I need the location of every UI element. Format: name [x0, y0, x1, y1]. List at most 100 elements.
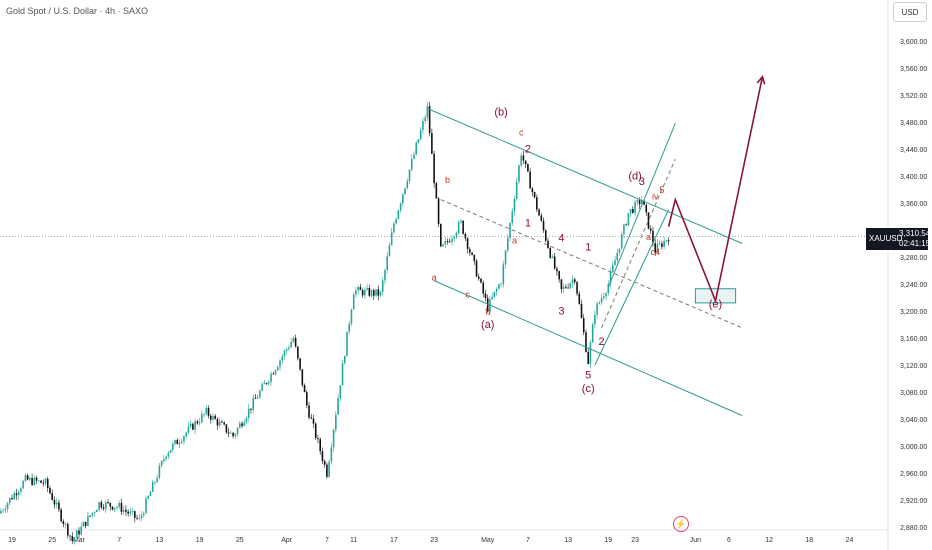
candle-body	[522, 155, 525, 161]
candle-body	[230, 432, 232, 434]
candle-body	[183, 436, 185, 442]
candle-body	[576, 281, 578, 294]
channel-line-middle[interactable]	[440, 199, 743, 329]
candle-body	[348, 323, 351, 332]
candle-body	[89, 515, 91, 517]
candle-body	[515, 181, 518, 199]
candle-body	[437, 198, 440, 224]
y-tick-label: 3,160.00	[900, 336, 927, 343]
candle-body	[549, 248, 552, 258]
candle-body	[560, 279, 563, 290]
candle-body	[440, 223, 442, 247]
candle-body	[102, 507, 105, 509]
candle-body	[596, 303, 598, 315]
currency-button[interactable]: USD	[893, 2, 927, 22]
candle-body	[205, 407, 208, 414]
candle-body	[131, 511, 134, 512]
candle-body	[638, 200, 641, 205]
candle-body	[314, 423, 317, 439]
channel-line-lower[interactable]	[433, 280, 743, 417]
candle-body	[339, 385, 342, 399]
x-tick-label: 13	[156, 537, 164, 544]
candle-body	[160, 460, 163, 466]
candle-body	[259, 390, 261, 398]
y-tick-label: 3,600.00	[900, 39, 927, 46]
candle-body	[471, 252, 473, 255]
candle-body	[192, 423, 194, 430]
candle-body	[482, 282, 485, 294]
candle-body	[40, 480, 42, 483]
candle-body	[42, 482, 45, 484]
wave-label: (b)	[494, 106, 507, 118]
wave-label: a	[512, 236, 517, 246]
candle-body	[58, 502, 60, 510]
candle-body	[203, 413, 205, 415]
candle-body	[330, 447, 333, 462]
candle-body	[111, 506, 114, 510]
candle-body	[419, 130, 422, 140]
candle-body	[569, 283, 572, 288]
candle-body	[319, 439, 321, 452]
channel-line-upper[interactable]	[427, 108, 743, 244]
candle-body	[390, 232, 393, 246]
x-tick-label: 19	[604, 537, 612, 544]
wave-label: 3	[639, 176, 645, 188]
x-tick-label: 25	[48, 537, 56, 544]
candle-body	[337, 398, 339, 415]
candle-body	[551, 256, 554, 258]
candle-body	[556, 268, 558, 272]
x-tick-label: 7	[117, 537, 121, 544]
candle-body	[346, 331, 348, 357]
candle-body	[491, 296, 493, 300]
candle-body	[475, 260, 478, 277]
y-tick-label: 3,280.00	[900, 255, 927, 262]
candle-body	[22, 480, 24, 489]
candle-body	[156, 477, 158, 482]
candle-body	[417, 139, 420, 143]
candle-body	[373, 290, 375, 296]
y-tick-label: 3,080.00	[900, 390, 927, 397]
candle-body	[493, 291, 496, 297]
candle-body	[350, 309, 353, 324]
candle-body	[8, 497, 11, 504]
candle-body	[343, 356, 346, 364]
candle-body	[335, 414, 337, 430]
channel-line-rising-lower[interactable]	[594, 209, 670, 366]
chart-title: Gold Spot / U.S. Dollar · 4h · SAXO	[6, 6, 149, 16]
candle-body	[625, 224, 627, 226]
candle-body	[98, 502, 100, 510]
candle-body	[236, 427, 239, 435]
candle-body	[379, 291, 382, 296]
candle-body	[480, 278, 482, 283]
candle-body	[105, 502, 107, 509]
candle-body	[513, 198, 516, 212]
channel-line-rising-upper[interactable]	[607, 123, 676, 288]
candle-body	[618, 248, 621, 253]
y-tick-label: 2,920.00	[900, 498, 927, 505]
lightning-bolt-icon[interactable]: ⚡	[673, 516, 689, 532]
y-tick-label: 2,960.00	[900, 471, 927, 478]
x-tick-label: 25	[236, 537, 244, 544]
x-tick-label: 18	[805, 537, 813, 544]
candle-body	[292, 338, 295, 342]
candle-body	[49, 487, 51, 494]
projection-path[interactable]	[667, 76, 764, 304]
wave-label: 1	[525, 218, 531, 230]
candle-body	[567, 287, 569, 289]
candle-body	[151, 482, 154, 492]
candle-body	[388, 245, 391, 257]
candle-body	[415, 142, 418, 155]
channel-line-rising-mid[interactable]	[601, 158, 676, 329]
candle-body	[216, 419, 219, 426]
candle-body	[163, 459, 165, 461]
candle-body	[641, 200, 643, 205]
y-tick-label: 3,200.00	[900, 309, 927, 316]
candle-body	[53, 499, 56, 505]
candle-body	[495, 288, 498, 292]
projection-arrow-head	[756, 75, 766, 85]
candle-body	[306, 392, 308, 406]
candle-body	[504, 250, 507, 265]
candle-body	[276, 366, 279, 371]
candle-body	[620, 234, 623, 249]
